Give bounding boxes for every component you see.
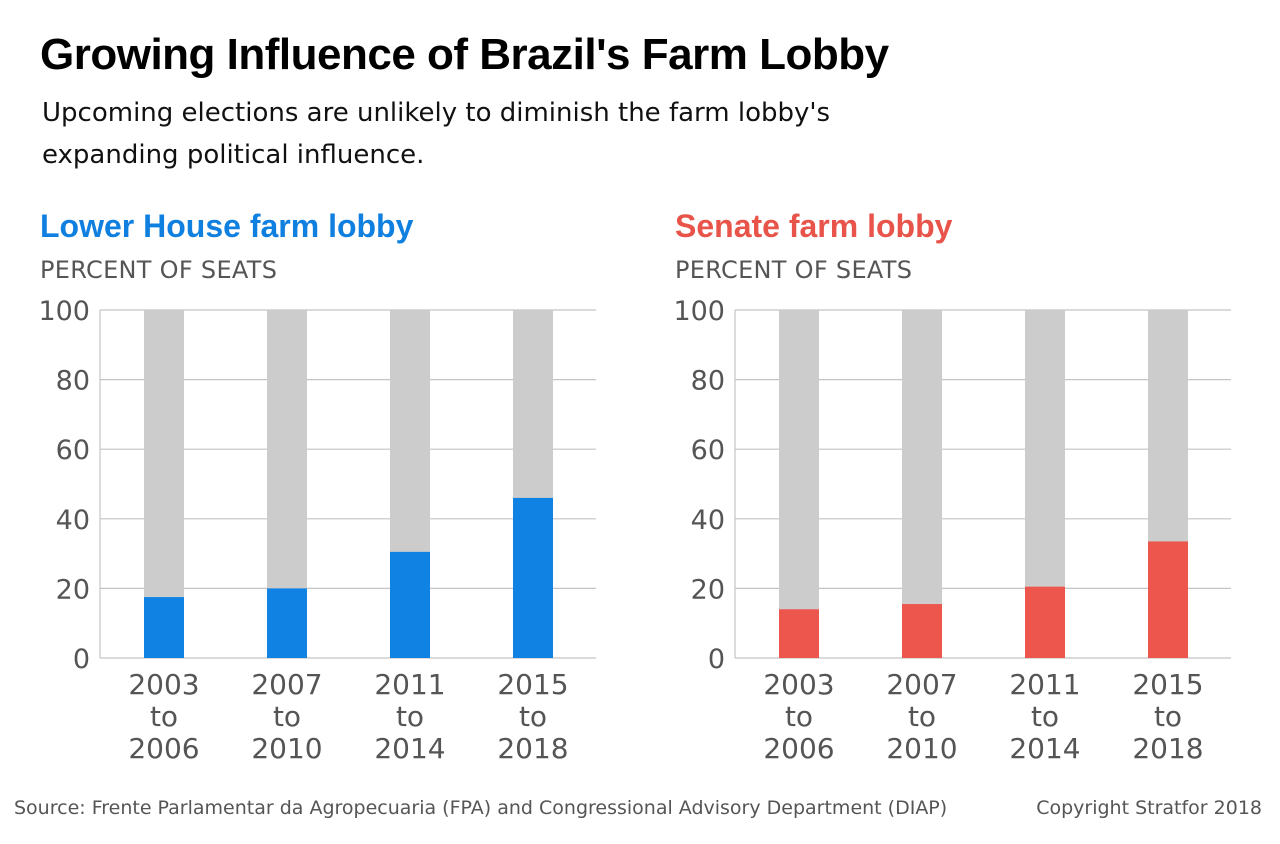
farm-lobby-bar xyxy=(779,609,819,658)
x-category-label-line: to xyxy=(908,700,936,733)
x-category-label-line: 2014 xyxy=(1009,732,1080,765)
x-category-label-line: to xyxy=(519,700,547,733)
source-note: Source: Frente Parlamentar da Agropecuar… xyxy=(14,797,948,819)
y-tick-label: 80 xyxy=(691,366,725,397)
x-category-label-line: 2010 xyxy=(251,732,322,765)
y-tick-label: 20 xyxy=(691,574,725,605)
y-tick-label: 100 xyxy=(673,296,725,327)
x-category-label: 2003 to 2006 xyxy=(128,668,199,765)
y-tick-label: 40 xyxy=(691,505,725,536)
x-category-label: 2003 to 2006 xyxy=(763,668,834,765)
x-category-label-line: to xyxy=(1031,700,1059,733)
y-tick-label: 60 xyxy=(56,435,90,466)
x-category-label-line: to xyxy=(1154,700,1182,733)
chart-title: Growing Influence of Brazil's Farm Lobby xyxy=(40,30,889,79)
x-category-label-line: 2003 xyxy=(763,668,834,701)
x-category-label-line: 2018 xyxy=(497,732,568,765)
x-category-label: 2015 to 2018 xyxy=(497,668,568,765)
x-category-label-line: 2007 xyxy=(886,668,957,701)
x-category-label-line: 2015 xyxy=(1132,668,1203,701)
y-tick-label: 0 xyxy=(73,644,90,675)
x-category-label-line: 2011 xyxy=(1009,668,1080,701)
x-category-label: 2011 to 2014 xyxy=(374,668,445,765)
x-category-label-line: to xyxy=(396,700,424,733)
y-tick-label: 20 xyxy=(56,574,90,605)
y-tick-label: 100 xyxy=(38,296,90,327)
senate-panel-title: Senate farm lobby xyxy=(675,208,953,244)
lower-house-y-axis-label: PERCENT OF SEATS xyxy=(40,256,278,284)
farm-lobby-bar xyxy=(267,588,307,658)
x-category-label-line: 2006 xyxy=(763,732,834,765)
y-tick-label: 40 xyxy=(56,505,90,536)
x-category-label: 2015 to 2018 xyxy=(1132,668,1203,765)
farm-lobby-bar xyxy=(1148,541,1188,658)
farm-lobby-bar xyxy=(390,551,430,658)
x-category-label: 2011 to 2014 xyxy=(1009,668,1080,765)
x-category-label-line: 2003 xyxy=(128,668,199,701)
x-category-label: 2007 to 2010 xyxy=(251,668,322,765)
y-tick-label: 0 xyxy=(708,644,725,675)
copyright-note: Copyright Stratfor 2018 xyxy=(1036,797,1262,819)
chart-subtitle: Upcoming elections are unlikely to dimin… xyxy=(42,98,831,170)
x-category-label-line: 2010 xyxy=(886,732,957,765)
farm-lobby-bar xyxy=(1025,586,1065,658)
x-category-label: 2007 to 2010 xyxy=(886,668,957,765)
lower-house-panel-title: Lower House farm lobby xyxy=(40,208,414,244)
y-tick-label: 60 xyxy=(691,435,725,466)
x-category-label-line: to xyxy=(273,700,301,733)
farm-lobby-bar xyxy=(902,604,942,658)
x-category-label-line: 2018 xyxy=(1132,732,1203,765)
x-category-label-line: to xyxy=(150,700,178,733)
x-category-label-line: 2007 xyxy=(251,668,322,701)
y-tick-label: 80 xyxy=(56,366,90,397)
total-seats-bar xyxy=(902,310,942,658)
farm-lobby-bar xyxy=(144,597,184,658)
senate-y-axis-label: PERCENT OF SEATS xyxy=(675,256,913,284)
farm-lobby-bar xyxy=(513,497,553,658)
x-category-label-line: to xyxy=(785,700,813,733)
total-seats-bar xyxy=(779,310,819,658)
x-category-label-line: 2011 xyxy=(374,668,445,701)
x-category-label-line: 2015 xyxy=(497,668,568,701)
x-category-label-line: 2014 xyxy=(374,732,445,765)
x-category-label-line: 2006 xyxy=(128,732,199,765)
